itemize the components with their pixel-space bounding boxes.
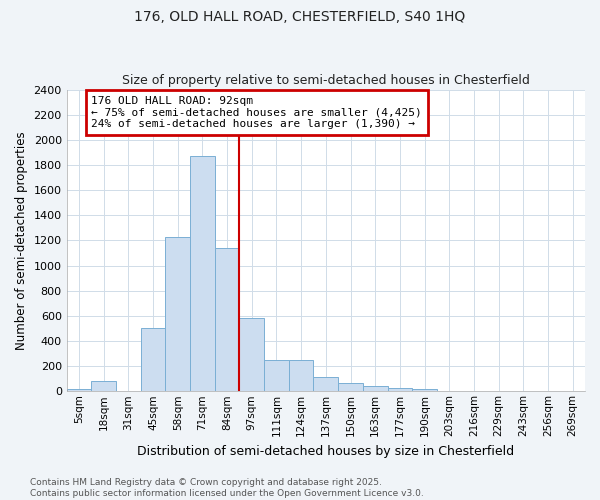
Bar [363,386,388,392]
Bar [388,388,412,392]
Bar [190,156,215,392]
X-axis label: Distribution of semi-detached houses by size in Chesterfield: Distribution of semi-detached houses by … [137,444,514,458]
Bar [67,388,91,392]
Text: Contains HM Land Registry data © Crown copyright and database right 2025.
Contai: Contains HM Land Registry data © Crown c… [30,478,424,498]
Title: Size of property relative to semi-detached houses in Chesterfield: Size of property relative to semi-detach… [122,74,530,87]
Bar [289,360,313,392]
Bar [412,388,437,392]
Bar [166,236,190,392]
Y-axis label: Number of semi-detached properties: Number of semi-detached properties [15,131,28,350]
Bar [91,381,116,392]
Bar [264,360,289,392]
Bar [215,248,239,392]
Bar [313,378,338,392]
Text: 176, OLD HALL ROAD, CHESTERFIELD, S40 1HQ: 176, OLD HALL ROAD, CHESTERFIELD, S40 1H… [134,10,466,24]
Bar [338,383,363,392]
Text: 176 OLD HALL ROAD: 92sqm
← 75% of semi-detached houses are smaller (4,425)
24% o: 176 OLD HALL ROAD: 92sqm ← 75% of semi-d… [91,96,422,129]
Bar [141,328,166,392]
Bar [239,318,264,392]
